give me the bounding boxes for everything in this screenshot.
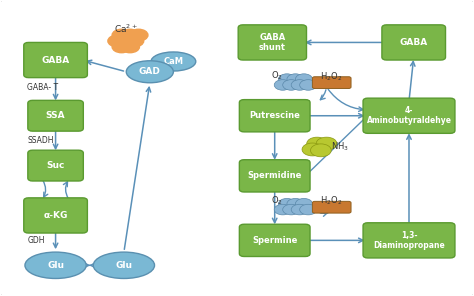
Text: H$_2$O$_2$: H$_2$O$_2$ (320, 195, 342, 207)
Text: SSADH: SSADH (27, 136, 54, 145)
Text: 1,3-
Diaminopropane: 1,3- Diaminopropane (373, 231, 445, 250)
Text: Glu: Glu (47, 261, 64, 270)
Circle shape (307, 137, 328, 150)
FancyBboxPatch shape (28, 100, 83, 131)
Circle shape (274, 80, 291, 90)
Circle shape (129, 29, 148, 41)
FancyBboxPatch shape (24, 42, 87, 78)
Circle shape (112, 29, 131, 41)
FancyBboxPatch shape (312, 201, 351, 213)
Text: Spermidine: Spermidine (247, 171, 302, 180)
Circle shape (300, 80, 317, 90)
Ellipse shape (25, 252, 86, 279)
Circle shape (287, 74, 304, 84)
Text: Suc: Suc (46, 161, 65, 170)
Circle shape (291, 80, 308, 90)
Circle shape (302, 143, 323, 156)
Circle shape (310, 144, 331, 157)
FancyBboxPatch shape (239, 160, 310, 192)
FancyBboxPatch shape (363, 223, 455, 258)
Circle shape (125, 35, 144, 47)
Text: GABA: GABA (400, 38, 428, 47)
Text: 4-
Aminobutyraldehye: 4- Aminobutyraldehye (366, 106, 452, 126)
Circle shape (295, 198, 312, 209)
Text: Ca$^{2+}$: Ca$^{2+}$ (114, 23, 138, 36)
Circle shape (278, 74, 295, 84)
Ellipse shape (126, 61, 173, 83)
Circle shape (300, 204, 317, 215)
FancyBboxPatch shape (239, 224, 310, 257)
FancyBboxPatch shape (363, 98, 455, 133)
Circle shape (108, 35, 127, 47)
Ellipse shape (151, 52, 196, 71)
Circle shape (295, 74, 312, 84)
Text: NH$_3$: NH$_3$ (331, 140, 348, 153)
Ellipse shape (93, 252, 155, 279)
Text: O$_2$: O$_2$ (271, 70, 283, 82)
Circle shape (112, 41, 131, 53)
Text: GABA
shunt: GABA shunt (259, 33, 286, 52)
Text: α-KG: α-KG (44, 211, 68, 220)
Text: GDH: GDH (27, 236, 45, 245)
Text: SSA: SSA (46, 111, 65, 120)
Circle shape (120, 29, 139, 41)
Text: GABA: GABA (41, 56, 70, 65)
Text: O$_2$: O$_2$ (271, 194, 283, 207)
FancyBboxPatch shape (24, 198, 87, 233)
Circle shape (117, 35, 135, 47)
Circle shape (283, 204, 300, 215)
FancyBboxPatch shape (28, 150, 83, 181)
Circle shape (278, 198, 295, 209)
Circle shape (291, 204, 308, 215)
Circle shape (283, 80, 300, 90)
Text: GABA- T: GABA- T (27, 83, 58, 92)
Text: H$_2$O$_2$: H$_2$O$_2$ (320, 70, 342, 83)
FancyBboxPatch shape (238, 25, 307, 60)
Text: Glu: Glu (115, 261, 132, 270)
FancyBboxPatch shape (382, 25, 446, 60)
Circle shape (287, 198, 304, 209)
Text: CaM: CaM (164, 57, 183, 66)
Text: Putrescine: Putrescine (249, 111, 300, 120)
FancyBboxPatch shape (239, 100, 310, 132)
Text: GAD: GAD (139, 67, 161, 76)
Circle shape (274, 204, 291, 215)
Circle shape (120, 41, 139, 53)
Text: Spermine: Spermine (252, 236, 297, 245)
Circle shape (316, 137, 337, 150)
FancyBboxPatch shape (312, 77, 351, 89)
